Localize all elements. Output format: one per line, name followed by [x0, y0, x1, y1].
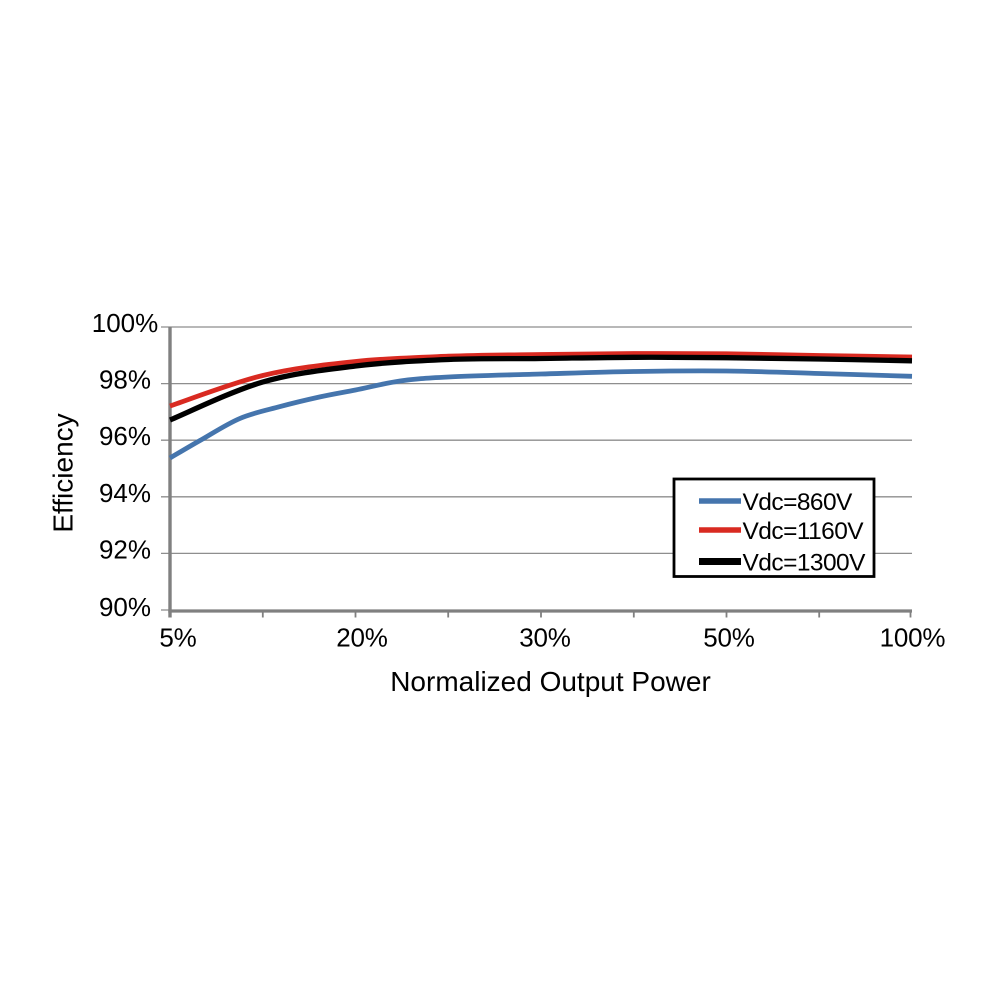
svg-text:Efficiency: Efficiency	[48, 413, 79, 532]
svg-text:100%: 100%	[92, 308, 159, 338]
svg-text:94%: 94%	[99, 478, 151, 508]
svg-text:92%: 92%	[99, 534, 151, 564]
svg-text:30%: 30%	[519, 623, 571, 653]
svg-text:98%: 98%	[99, 365, 151, 395]
svg-text:5%: 5%	[159, 623, 196, 653]
svg-text:100%: 100%	[880, 623, 946, 653]
svg-text:50%: 50%	[703, 623, 755, 653]
svg-text:96%: 96%	[99, 421, 151, 451]
svg-text:Vdc=1160V: Vdc=1160V	[743, 518, 865, 545]
svg-text:20%: 20%	[336, 623, 388, 653]
svg-text:Normalized Output Power: Normalized Output Power	[390, 666, 711, 697]
svg-text:Vdc=860V: Vdc=860V	[743, 489, 854, 516]
svg-text:Vdc=1300V: Vdc=1300V	[743, 549, 867, 576]
svg-text:90%: 90%	[99, 592, 151, 622]
